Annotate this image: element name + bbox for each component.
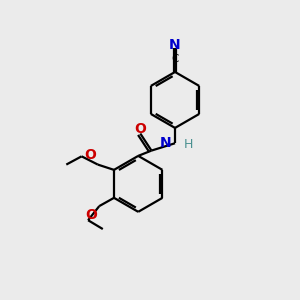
Text: O: O: [85, 208, 98, 222]
Text: N: N: [169, 38, 181, 52]
Text: H: H: [183, 138, 193, 151]
Text: C: C: [171, 54, 179, 64]
Text: N: N: [160, 136, 171, 150]
Text: O: O: [134, 122, 146, 136]
Text: O: O: [84, 148, 96, 162]
